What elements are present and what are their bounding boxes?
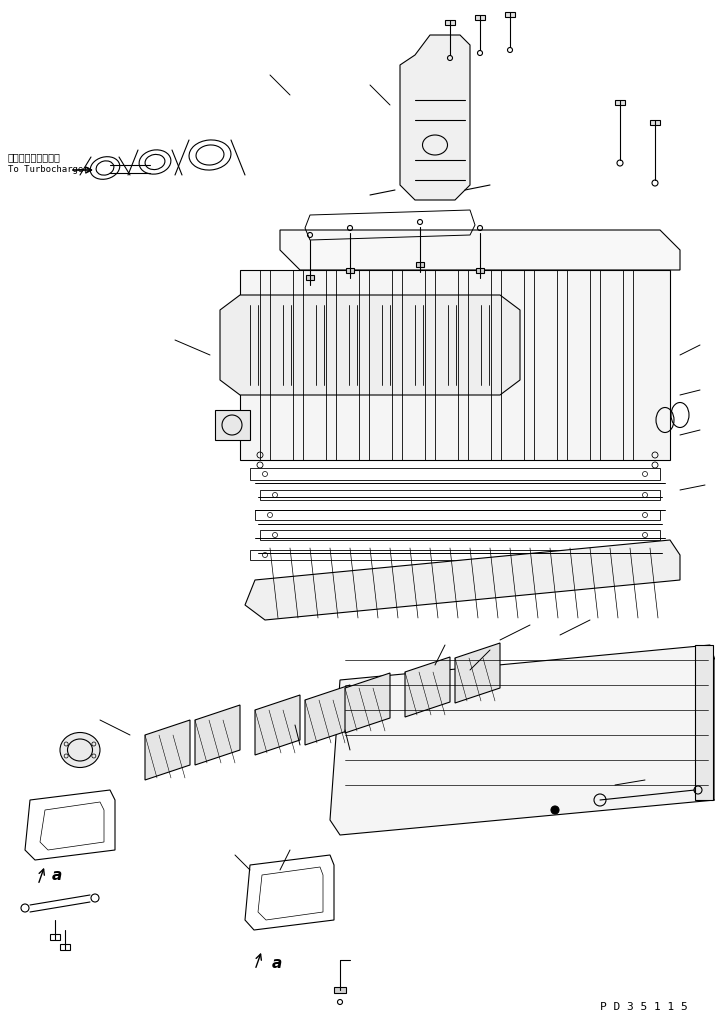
Bar	[240, 270, 670, 460]
Polygon shape	[400, 35, 470, 200]
Bar	[250, 550, 660, 560]
Polygon shape	[280, 230, 680, 270]
Polygon shape	[405, 657, 450, 717]
Polygon shape	[145, 720, 190, 780]
Bar	[505, 12, 515, 17]
Bar	[650, 120, 660, 125]
Polygon shape	[305, 685, 350, 745]
Ellipse shape	[551, 806, 559, 814]
Bar	[50, 934, 60, 940]
Text: To Turbocharger: To Turbocharger	[8, 165, 89, 174]
Bar	[346, 268, 354, 273]
Bar	[215, 410, 250, 440]
Bar	[476, 268, 484, 273]
Bar	[445, 19, 455, 25]
Bar	[260, 490, 660, 500]
Polygon shape	[255, 695, 300, 755]
Ellipse shape	[60, 733, 100, 767]
Bar	[475, 15, 485, 19]
Bar	[250, 468, 660, 480]
Bar	[260, 530, 660, 540]
Bar	[334, 987, 346, 993]
Text: a: a	[272, 956, 282, 971]
Bar	[306, 275, 314, 280]
Bar	[615, 100, 625, 105]
Bar	[695, 645, 713, 800]
Bar	[416, 262, 424, 267]
Text: P D 3 5 1 1 5: P D 3 5 1 1 5	[600, 1002, 688, 1012]
Polygon shape	[345, 673, 390, 733]
Text: a: a	[52, 868, 62, 883]
Polygon shape	[245, 540, 680, 620]
Polygon shape	[330, 645, 715, 835]
Polygon shape	[455, 643, 500, 703]
Polygon shape	[195, 705, 240, 765]
Bar	[60, 944, 70, 950]
Bar	[255, 510, 660, 520]
Text: ターボチャージャヘ: ターボチャージャヘ	[8, 152, 61, 162]
Polygon shape	[220, 295, 520, 395]
